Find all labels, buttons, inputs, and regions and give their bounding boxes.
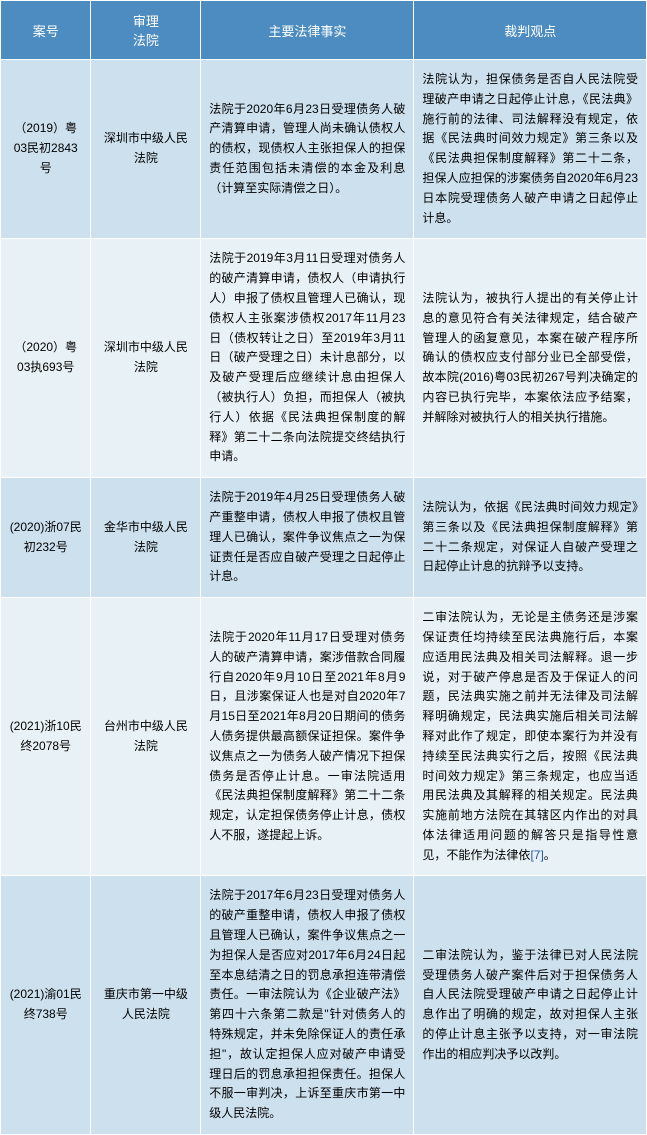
column-header: 审理法院 [91,1,201,60]
court-cell: 台州市中级人民法院 [91,598,201,876]
table-row: (2021)渝01民终738号重庆市第一中级人民法院法院于2017年6月23日受… [1,876,647,1135]
table-row: （2019）粤03民初2843号深圳市中级人民法院法院于2020年6月23日受理… [1,60,647,239]
court-cell: 深圳市中级人民法院 [91,239,201,478]
case-number-cell: (2021)渝01民终738号 [1,876,91,1135]
opinion-cell: 法院认为，被执行人提出的有关停止计息的意见符合有关法律规定，结合破产管理人的函复… [414,239,647,478]
facts-cell: 法院于2019年3月11日受理对债务人的破产清算申请，债权人（申请执行人）申报了… [201,239,414,478]
opinion-cell: 法院认为，担保债务是否自人民法院受理破产申请之日起停止计息，《民法典》施行前的法… [414,60,647,239]
court-cell: 深圳市中级人民法院 [91,60,201,239]
table-row: （2020）粤03执693号深圳市中级人民法院法院于2019年3月11日受理对债… [1,239,647,478]
opinion-cell: 二审法院认为，无论是主债务还是涉案保证责任均持续至民法典施行后，本案应适用民法典… [414,598,647,876]
table-header-row: 案号审理法院主要法律事实裁判观点 [1,1,647,60]
column-header: 主要法律事实 [201,1,414,60]
opinion-cell: 法院认为，依据《民法典时间效力规定》第三条以及《民法典担保制度解释》第二十二条规… [414,478,647,598]
facts-cell: 法院于2020年11月17日受理对债务人的破产清算申请，案涉借款合同履行自202… [201,598,414,876]
court-cell: 金华市中级人民法院 [91,478,201,598]
court-cell: 重庆市第一中级人民法院 [91,876,201,1135]
reference-link[interactable]: [7] [530,848,543,862]
table-row: (2021)浙10民终2078号台州市中级人民法院法院于2020年11月17日受… [1,598,647,876]
facts-cell: 法院于2017年6月23日受理对债务人的破产重整申请，债权人申报了债权且管理人已… [201,876,414,1135]
facts-cell: 法院于2019年4月25日受理债务人破产重整申请，债权人申报了债权且管理人已确认… [201,478,414,598]
case-number-cell: （2019）粤03民初2843号 [1,60,91,239]
column-header: 裁判观点 [414,1,647,60]
case-number-cell: （2020）粤03执693号 [1,239,91,478]
table-row: (2020)浙07民初232号金华市中级人民法院法院于2019年4月25日受理债… [1,478,647,598]
case-number-cell: (2021)浙10民终2078号 [1,598,91,876]
column-header: 案号 [1,1,91,60]
case-table: 案号审理法院主要法律事实裁判观点 （2019）粤03民初2843号深圳市中级人民… [0,0,647,1135]
case-number-cell: (2020)浙07民初232号 [1,478,91,598]
facts-cell: 法院于2020年6月23日受理债务人破产清算申请，管理人尚未确认债权人的债权，现… [201,60,414,239]
opinion-cell: 二审法院认为，鉴于法律已对人民法院受理债务人破产案件后对于担保债务人自人民法院受… [414,876,647,1135]
table-body: （2019）粤03民初2843号深圳市中级人民法院法院于2020年6月23日受理… [1,60,647,1135]
